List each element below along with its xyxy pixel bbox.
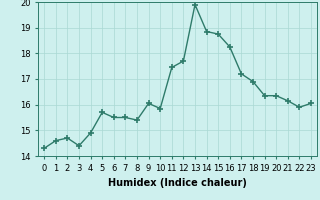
X-axis label: Humidex (Indice chaleur): Humidex (Indice chaleur)	[108, 178, 247, 188]
